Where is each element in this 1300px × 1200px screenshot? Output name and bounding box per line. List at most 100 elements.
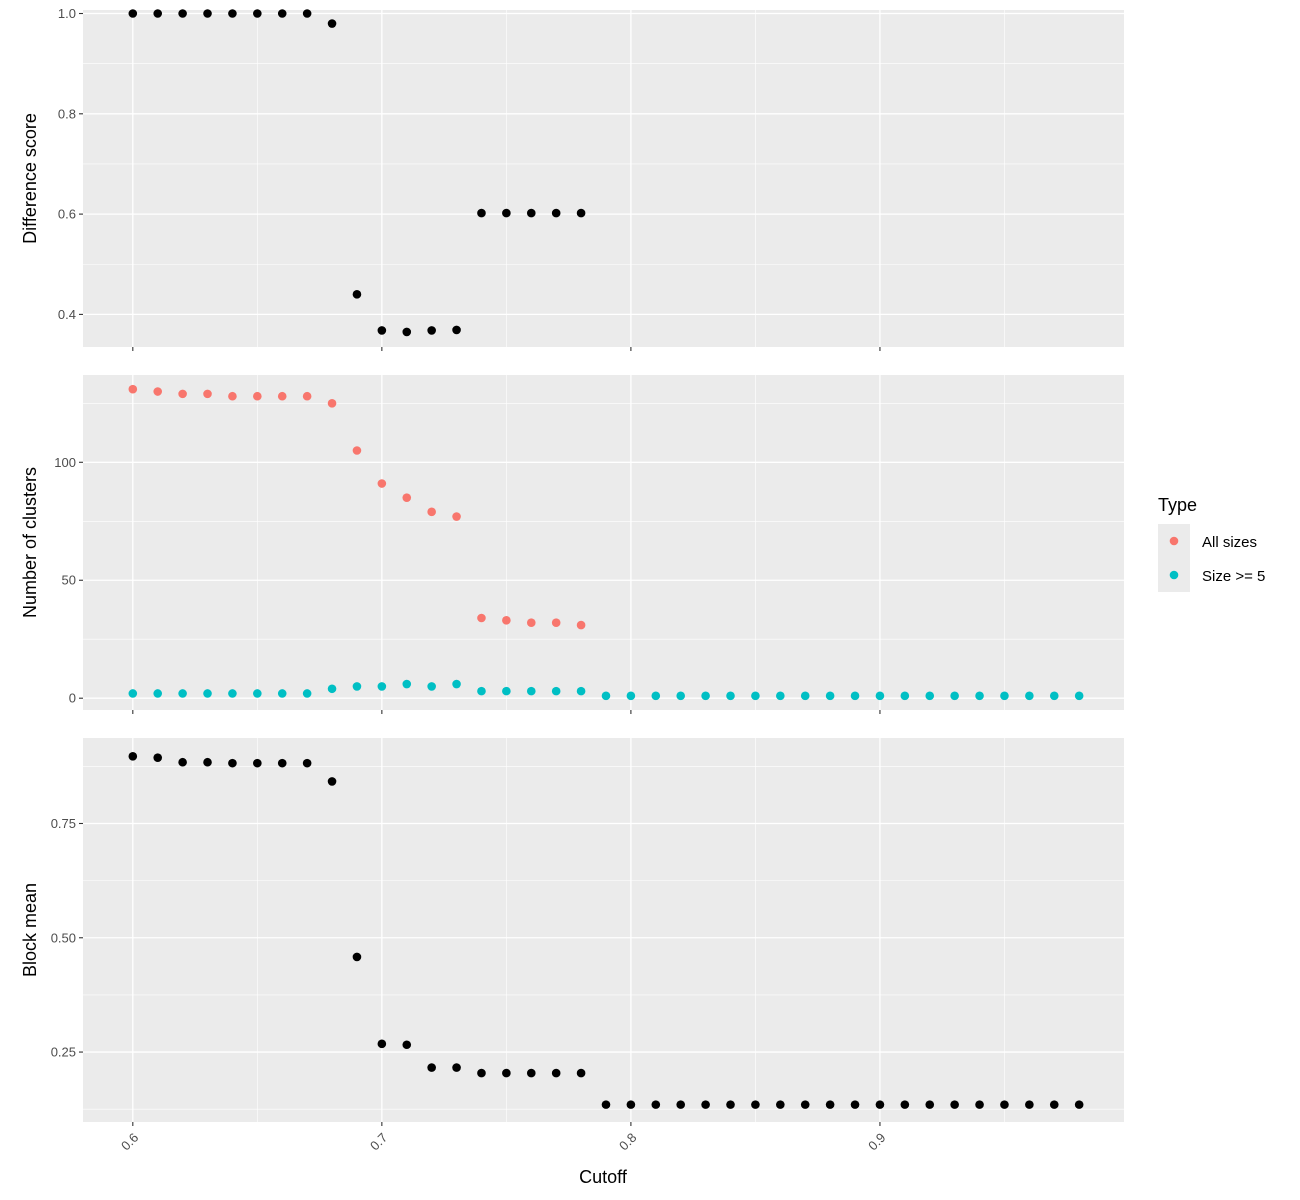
data-point — [526, 618, 536, 628]
data-point — [452, 512, 461, 521]
data-point — [153, 689, 163, 698]
data-point — [253, 689, 262, 698]
data-point — [452, 1063, 461, 1072]
data-point — [975, 691, 984, 701]
data-point — [253, 758, 262, 768]
data-point — [676, 691, 686, 701]
data-point — [452, 679, 461, 689]
data-point — [377, 1039, 387, 1049]
y-tick-label: 0.6 — [58, 207, 76, 222]
data-point — [178, 389, 187, 399]
legend-label-all-sizes: All sizes — [1202, 534, 1257, 551]
data-point — [551, 208, 561, 218]
y-tick-label: 0.25 — [51, 1045, 76, 1060]
data-point — [402, 679, 412, 689]
data-point — [427, 682, 436, 691]
data-point — [502, 1068, 511, 1078]
data-point — [253, 391, 262, 401]
data-point — [1074, 691, 1084, 701]
data-point — [327, 19, 337, 28]
data-point — [601, 691, 611, 701]
data-point — [551, 686, 561, 696]
data-point — [526, 208, 536, 218]
data-point — [950, 691, 959, 701]
data-point — [526, 686, 536, 696]
data-point — [502, 208, 511, 218]
data-point — [203, 757, 212, 767]
data-point — [850, 691, 860, 701]
data-point — [1000, 691, 1009, 701]
data-point — [427, 326, 436, 335]
data-point — [178, 9, 187, 18]
data-point — [1049, 1100, 1059, 1109]
y-tick-label: 0.75 — [51, 816, 76, 831]
data-point — [377, 682, 387, 691]
data-point — [900, 1100, 910, 1109]
data-point — [302, 9, 312, 18]
data-point — [178, 757, 187, 767]
series-1 — [128, 751, 1084, 1109]
data-point — [427, 1063, 436, 1072]
y-tick-label: 0.50 — [51, 930, 76, 945]
data-point — [576, 686, 586, 696]
y-axis-title: Number of clusters — [20, 467, 40, 618]
series-1 — [128, 384, 586, 630]
data-point — [352, 682, 362, 691]
data-point — [1025, 1100, 1034, 1109]
data-point — [228, 391, 237, 401]
y-tick-label: 1.0 — [58, 6, 76, 21]
x-axis-title: Cutoff — [579, 1167, 628, 1187]
data-point — [726, 691, 735, 701]
data-point — [452, 325, 461, 335]
data-point — [402, 327, 412, 337]
data-point — [502, 616, 511, 625]
data-point — [551, 1068, 561, 1078]
y-axis-title: Block mean — [20, 883, 40, 977]
data-point — [1074, 1100, 1084, 1109]
data-point — [576, 208, 586, 218]
data-point — [352, 952, 362, 962]
data-point — [776, 691, 785, 701]
data-point — [875, 1100, 885, 1109]
data-point — [203, 9, 212, 18]
data-point — [776, 1100, 785, 1109]
data-point — [277, 9, 287, 18]
data-point — [228, 758, 237, 768]
y-tick-label: 0.4 — [58, 307, 76, 322]
legend-title: Type — [1158, 495, 1197, 515]
series-1 — [128, 9, 586, 337]
data-point — [302, 758, 312, 768]
data-point — [178, 689, 187, 698]
data-point — [825, 1100, 835, 1109]
legend-key-size-5 — [1169, 570, 1179, 580]
panels: 0.4 0.6 0.8 1.0 Difference score 0 50 100 Number… — [20, 6, 1124, 1153]
data-point — [800, 691, 810, 701]
y-tick-label: 0.8 — [58, 106, 76, 121]
data-point — [128, 384, 138, 394]
data-point — [925, 1100, 935, 1109]
data-point — [203, 389, 212, 399]
data-point — [352, 446, 362, 455]
data-point — [277, 391, 287, 401]
data-point — [153, 753, 163, 762]
data-point — [850, 1100, 860, 1109]
y-axis-title: Difference score — [20, 113, 40, 244]
data-point — [751, 1100, 760, 1109]
data-point — [875, 691, 885, 701]
data-point — [327, 777, 337, 786]
legend: Type All sizes Size >= 5 — [1158, 495, 1265, 592]
data-point — [576, 1068, 586, 1078]
y-tick-label: 100 — [54, 455, 76, 470]
data-point — [601, 1100, 611, 1109]
data-point — [402, 493, 412, 502]
data-point — [701, 1100, 710, 1109]
data-point — [975, 1100, 984, 1109]
data-point — [277, 689, 287, 698]
data-point — [327, 684, 337, 694]
data-point — [477, 1068, 486, 1078]
data-point — [676, 1100, 686, 1109]
data-point — [302, 689, 312, 698]
data-point — [128, 9, 138, 18]
data-point — [751, 691, 760, 701]
